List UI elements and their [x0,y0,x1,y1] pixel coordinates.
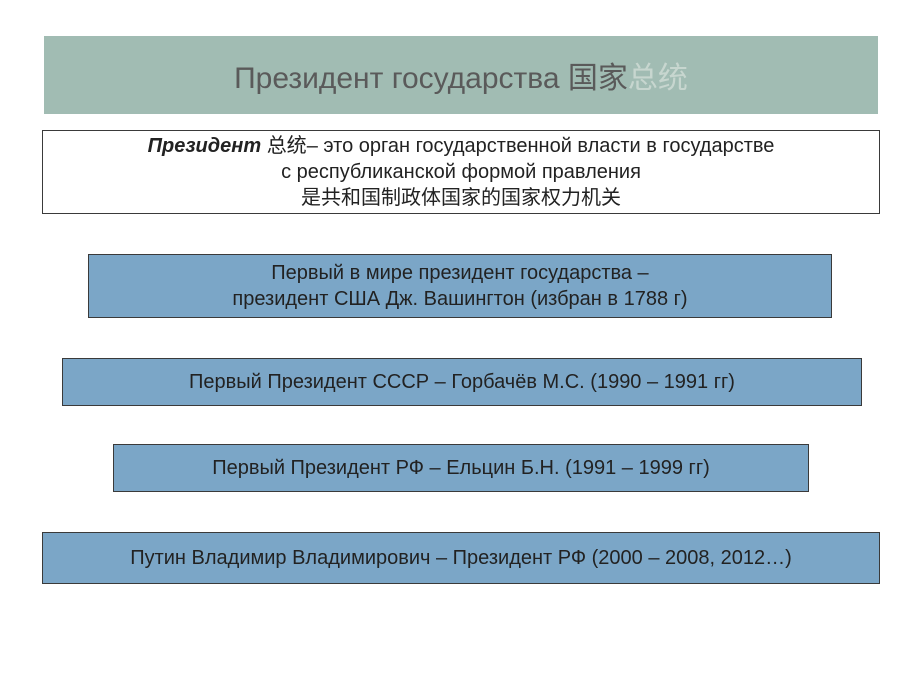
def-term: Президент [148,135,267,157]
box2-text: Первый Президент СССР – Горбачёв М.С. (1… [189,369,735,395]
info-box-4: Путин Владимир Владимирович – Президент … [42,532,880,584]
box1-line2: президент США Дж. Вашингтон (избран в 17… [232,288,687,310]
slide-container: Президент государства 国家总统 Президент 总统–… [0,0,920,690]
definition-box: Президент 总统– это орган государственной … [42,130,880,214]
box4-text: Путин Владимир Владимирович – Президент … [130,545,792,571]
box3-text: Первый Президент РФ – Ельцин Б.Н. (1991 … [212,455,710,481]
title-bar: Президент государства 国家总统 [44,36,878,114]
info-box-1: Первый в мире президент государства – пр… [88,254,832,318]
def-line2: с республиканской формой правления [281,161,641,183]
title-cn2: 总统 [628,62,688,95]
info-box-1-text: Первый в мире президент государства – пр… [232,260,687,312]
title-text: Президент государства 国家总统 [234,53,688,97]
def-cn: 总统 [267,135,307,157]
title-ru: Президент государства [234,62,568,95]
info-box-3: Первый Президент РФ – Ельцин Б.Н. (1991 … [113,444,809,492]
box1-line1: Первый в мире президент государства – [271,262,648,284]
info-box-2: Первый Президент СССР – Горбачёв М.С. (1… [62,358,862,406]
definition-text: Президент 总统– это орган государственной … [148,133,775,211]
title-cn1: 国家 [568,62,628,95]
def-line1-rest: – это орган государственной власти в гос… [307,135,775,157]
def-line3: 是共和国制政体国家的国家权力机关 [301,187,621,209]
